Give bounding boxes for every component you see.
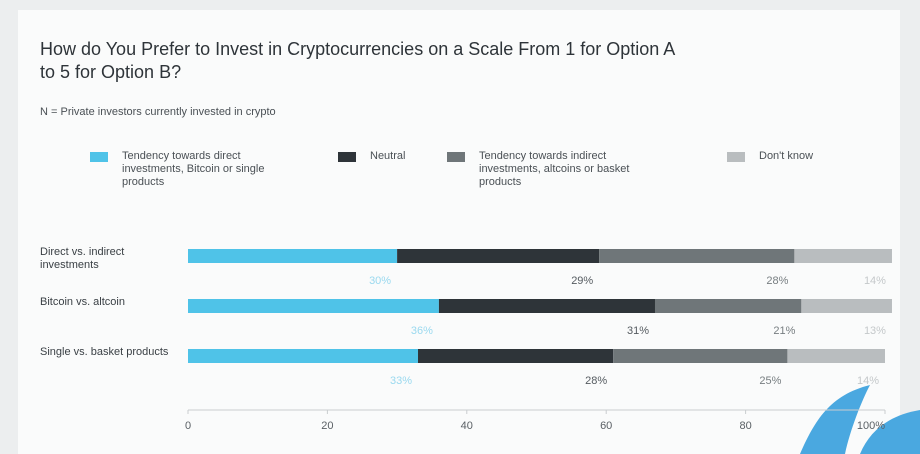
legend-swatch [90,152,108,162]
value-label: 28% [585,375,607,387]
bar-segment [599,249,795,263]
value-label: 36% [411,325,433,337]
legend-item: Don't know [727,150,859,163]
x-tick-label: 40 [461,420,473,432]
bar-segment [188,249,398,263]
value-label: 14% [864,275,886,287]
x-tick-label: 60 [600,420,612,432]
value-label: 13% [864,325,886,337]
value-label: 14% [857,375,879,387]
legend-item: Neutral [338,150,430,163]
value-label: 30% [369,275,391,287]
bar-segment [794,249,892,263]
value-label: 21% [773,325,795,337]
legend-swatch [338,152,356,162]
x-tick-label: 100% [857,420,885,432]
bar-segment [613,349,788,363]
value-label: 29% [571,275,593,287]
bar-segment [787,349,885,363]
legend-item: Tendency towards indirect investments, a… [447,150,659,189]
x-tick-label: 20 [321,420,333,432]
legend-label: Tendency towards direct investments, Bit… [122,150,265,188]
chart-subtitle: N = Private investors currently invested… [40,106,276,118]
card [18,10,900,454]
bar-segment [188,299,439,313]
value-label: 33% [390,375,412,387]
bar-segment [397,249,600,263]
bar-segment [438,299,655,313]
category-label: Single vs. basket products [40,346,169,358]
category-label: Direct vs. indirect investments [40,246,125,271]
x-tick-label: 0 [185,420,191,432]
decoration [800,385,870,454]
category-label: Bitcoin vs. altcoin [40,296,125,308]
value-label: 25% [759,375,781,387]
value-label: 31% [627,325,649,337]
legend-item: Tendency towards direct investments, Bit… [90,150,302,189]
chart-title: How do You Prefer to Invest in Cryptocur… [40,39,675,82]
bar-segment [654,299,802,313]
decoration [860,410,920,454]
legend-label: Neutral [370,150,406,162]
legend-swatch [447,152,465,162]
legend-swatch [727,152,745,162]
value-label: 28% [766,275,788,287]
bar-segment [801,299,892,313]
x-tick-label: 80 [739,420,751,432]
legend-label: Tendency towards indirect investments, a… [479,150,630,188]
bar-segment [188,349,419,363]
legend-label: Don't know [759,150,814,162]
bar-segment [418,349,614,363]
